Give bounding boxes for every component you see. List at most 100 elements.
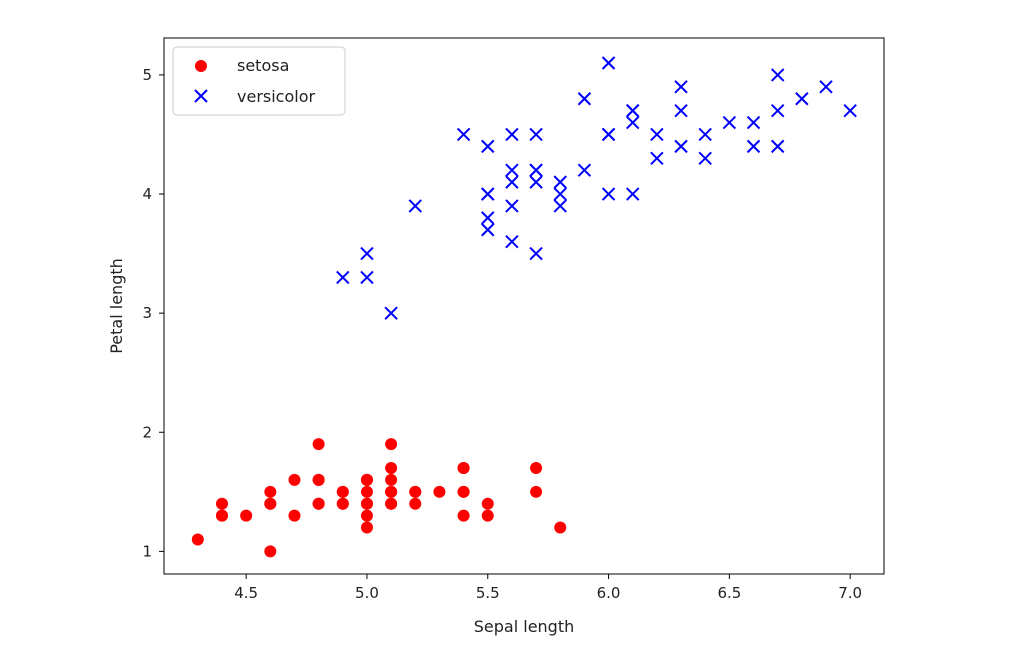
point-versicolor — [481, 187, 495, 201]
point-versicolor — [819, 80, 833, 94]
point-setosa — [288, 473, 301, 486]
point-versicolor — [529, 163, 543, 177]
point-setosa — [288, 509, 301, 522]
point-setosa — [312, 438, 325, 451]
point-versicolor — [722, 115, 737, 130]
point-setosa — [264, 497, 277, 510]
point-versicolor — [505, 199, 519, 213]
point-versicolor — [601, 187, 616, 201]
point-setosa — [360, 521, 373, 534]
point-setosa — [457, 509, 470, 522]
plot-marks — [191, 56, 857, 558]
point-versicolor — [601, 56, 616, 70]
point-versicolor — [553, 199, 567, 213]
point-versicolor — [481, 223, 495, 237]
point-setosa — [336, 497, 349, 510]
y-axis: 1 2 3 4 5 — [142, 66, 164, 560]
point-setosa — [385, 461, 398, 474]
point-setosa — [481, 497, 494, 510]
point-versicolor — [553, 187, 567, 201]
point-versicolor — [770, 103, 785, 118]
legend: setosa versicolor — [172, 46, 346, 116]
point-versicolor — [481, 211, 495, 225]
point-versicolor — [360, 246, 374, 261]
point-setosa — [215, 509, 228, 522]
point-setosa — [215, 497, 228, 510]
point-versicolor — [770, 139, 785, 154]
point-setosa — [360, 473, 373, 486]
point-versicolor — [650, 151, 664, 166]
point-versicolor — [746, 115, 761, 130]
point-versicolor — [384, 306, 398, 320]
point-versicolor — [795, 92, 809, 106]
point-setosa — [457, 461, 470, 474]
point-setosa — [530, 461, 543, 474]
point-setosa — [385, 485, 398, 498]
point-setosa — [264, 545, 277, 558]
point-setosa — [240, 509, 253, 522]
point-versicolor — [505, 175, 519, 189]
y-tick-label: 3 — [142, 304, 152, 322]
x-axis-label: Sepal length — [474, 617, 575, 636]
point-versicolor — [770, 68, 785, 82]
y-tick-label: 2 — [142, 423, 152, 441]
point-setosa — [433, 485, 446, 498]
point-versicolor — [674, 139, 688, 154]
legend-marker-setosa — [195, 60, 207, 72]
legend-label-versicolor: versicolor — [237, 87, 315, 106]
x-tick-label: 4.5 — [234, 584, 258, 602]
point-versicolor — [650, 127, 664, 142]
x-tick-label: 6.5 — [717, 584, 741, 602]
point-setosa — [385, 497, 398, 510]
y-tick-label: 1 — [142, 542, 152, 560]
point-setosa — [360, 497, 373, 510]
point-versicolor — [601, 127, 616, 142]
point-versicolor — [626, 115, 640, 130]
point-setosa — [457, 485, 470, 498]
point-versicolor — [674, 80, 688, 94]
point-versicolor — [626, 103, 640, 118]
point-versicolor — [505, 234, 519, 249]
point-versicolor — [553, 175, 567, 189]
y-tick-label: 5 — [142, 66, 152, 84]
point-setosa — [554, 521, 567, 534]
point-setosa — [360, 509, 373, 522]
point-versicolor — [336, 270, 350, 285]
point-setosa — [409, 497, 422, 510]
point-setosa — [312, 473, 325, 486]
point-versicolor — [698, 127, 712, 142]
legend-box — [172, 46, 346, 116]
point-versicolor — [529, 246, 543, 261]
point-setosa — [336, 485, 349, 498]
point-versicolor — [529, 175, 543, 189]
point-versicolor — [529, 127, 543, 142]
point-versicolor — [843, 103, 857, 118]
legend-marker-versicolor — [194, 89, 208, 103]
point-setosa — [360, 485, 373, 498]
x-tick-label: 5.5 — [476, 584, 500, 602]
point-setosa — [385, 438, 398, 451]
point-versicolor — [360, 270, 374, 285]
point-setosa — [264, 485, 277, 498]
y-tick-label: 4 — [142, 185, 152, 203]
point-versicolor — [481, 139, 495, 154]
point-versicolor — [577, 163, 592, 177]
point-versicolor — [505, 163, 519, 177]
x-axis: 4.5 5.0 5.5 6.0 6.5 7.0 — [234, 574, 862, 602]
plot-frame — [163, 37, 885, 575]
point-setosa — [385, 473, 398, 486]
point-versicolor — [674, 103, 688, 118]
point-setosa — [409, 485, 422, 498]
point-versicolor — [456, 127, 471, 142]
point-versicolor — [408, 199, 422, 213]
point-setosa — [481, 509, 494, 522]
y-axis-label: Petal length — [107, 258, 126, 354]
legend-label-setosa: setosa — [237, 56, 289, 75]
point-versicolor — [746, 139, 761, 154]
point-versicolor — [577, 92, 592, 106]
x-tick-label: 7.0 — [838, 584, 862, 602]
point-setosa — [530, 485, 543, 498]
point-setosa — [191, 533, 204, 546]
